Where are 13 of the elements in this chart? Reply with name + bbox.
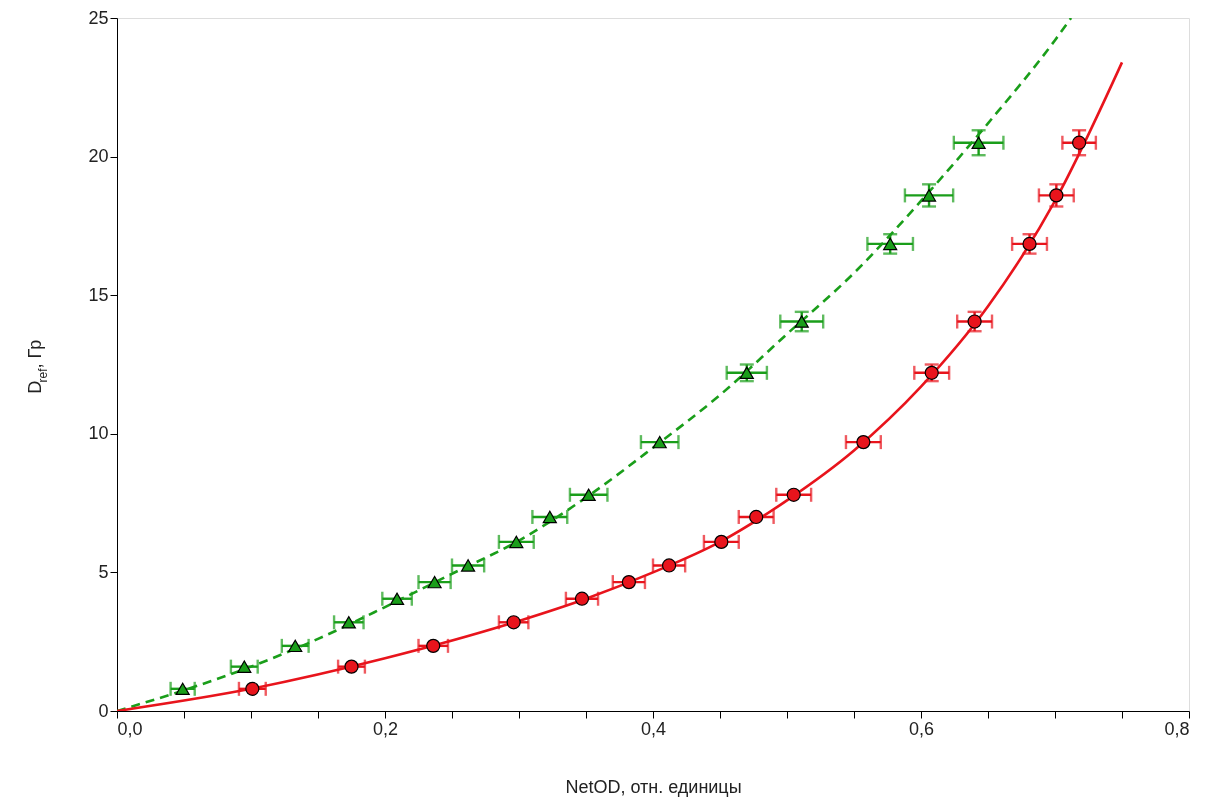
x-tick-label: 0,2 <box>372 718 399 739</box>
x-tick-label: 0,6 <box>908 718 935 739</box>
y-axis-title: Dref, Гр <box>25 339 50 394</box>
y-tick-label: 5 <box>98 561 109 582</box>
x-axis-title: NetOD, отн. единицы <box>565 776 742 797</box>
x-tick-label: 0,4 <box>640 718 667 739</box>
y-tick-label: 20 <box>88 146 109 167</box>
x-tick-label: 0,0 <box>117 718 143 739</box>
y-tick-label: 15 <box>88 284 109 305</box>
y-tick-label: 25 <box>88 7 109 28</box>
y-tick-label: 10 <box>88 423 109 444</box>
x-tick-label: 0,8 <box>1164 718 1190 739</box>
y-tick-label: 0 <box>98 700 109 721</box>
